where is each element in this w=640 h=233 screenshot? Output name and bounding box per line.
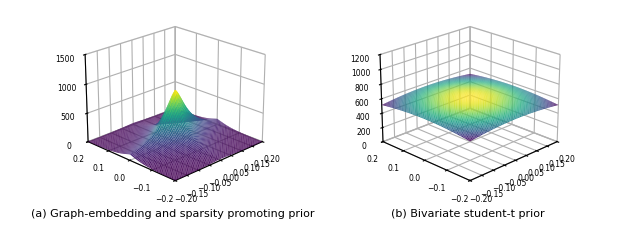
Title: (b) Bivariate student-t prior: (b) Bivariate student-t prior [390, 209, 544, 219]
Title: (a) Graph-embedding and sparsity promoting prior: (a) Graph-embedding and sparsity promoti… [31, 209, 314, 219]
